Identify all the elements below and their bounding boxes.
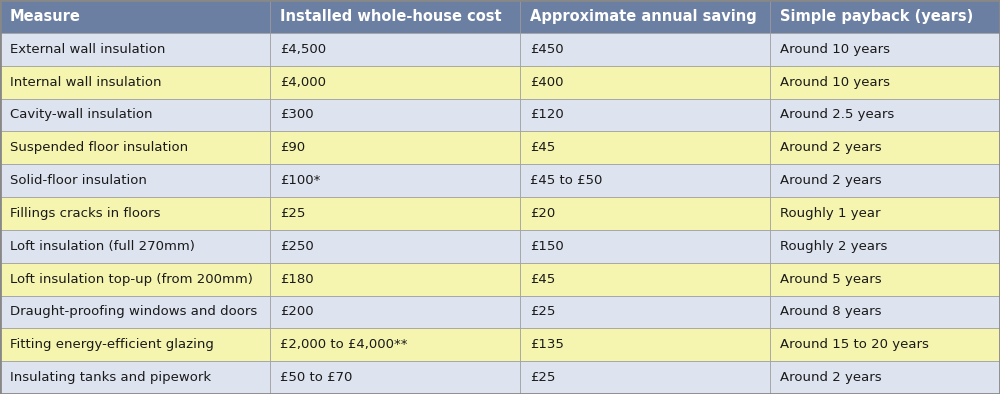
Text: Around 2 years: Around 2 years — [780, 174, 882, 187]
Text: Approximate annual saving: Approximate annual saving — [530, 9, 757, 24]
Bar — [770, 197, 1000, 230]
Text: Suspended floor insulation: Suspended floor insulation — [10, 141, 188, 154]
Bar — [0, 131, 270, 164]
Text: £25: £25 — [530, 305, 555, 318]
Bar — [0, 197, 270, 230]
Text: £25: £25 — [530, 371, 555, 384]
Bar — [0, 66, 270, 98]
Bar — [0, 33, 270, 66]
Text: £200: £200 — [280, 305, 314, 318]
Bar — [0, 361, 270, 394]
Bar — [770, 230, 1000, 263]
Bar — [520, 361, 770, 394]
Bar — [270, 296, 520, 328]
Text: £180: £180 — [280, 273, 314, 286]
Text: Internal wall insulation: Internal wall insulation — [10, 76, 162, 89]
Text: £4,500: £4,500 — [280, 43, 326, 56]
Bar — [520, 328, 770, 361]
Bar — [270, 131, 520, 164]
Text: External wall insulation: External wall insulation — [10, 43, 165, 56]
Bar — [770, 164, 1000, 197]
Text: Around 2.5 years: Around 2.5 years — [780, 108, 894, 121]
Bar — [770, 131, 1000, 164]
Bar — [270, 66, 520, 98]
Text: £250: £250 — [280, 240, 314, 253]
Text: £450: £450 — [530, 43, 564, 56]
Text: £25: £25 — [280, 207, 305, 220]
Bar — [0, 230, 270, 263]
Bar — [770, 263, 1000, 296]
Bar — [770, 296, 1000, 328]
Bar — [520, 164, 770, 197]
Text: Loft insulation (full 270mm): Loft insulation (full 270mm) — [10, 240, 195, 253]
Bar — [0, 98, 270, 131]
Bar — [520, 131, 770, 164]
Text: Roughly 2 years: Roughly 2 years — [780, 240, 887, 253]
Bar — [520, 296, 770, 328]
Bar — [770, 361, 1000, 394]
Bar — [270, 98, 520, 131]
Text: £400: £400 — [530, 76, 564, 89]
Bar — [520, 197, 770, 230]
Text: £45: £45 — [530, 273, 555, 286]
Bar — [0, 328, 270, 361]
Bar — [520, 98, 770, 131]
Text: Around 8 years: Around 8 years — [780, 305, 882, 318]
Bar — [0, 296, 270, 328]
Bar — [270, 263, 520, 296]
Bar — [520, 230, 770, 263]
Text: £20: £20 — [530, 207, 555, 220]
Text: Loft insulation top-up (from 200mm): Loft insulation top-up (from 200mm) — [10, 273, 253, 286]
Bar — [270, 197, 520, 230]
Bar — [770, 328, 1000, 361]
Bar — [270, 164, 520, 197]
Text: Installed whole-house cost: Installed whole-house cost — [280, 9, 502, 24]
Bar — [520, 0, 770, 33]
Text: £135: £135 — [530, 338, 564, 351]
Text: £45: £45 — [530, 141, 555, 154]
Bar — [0, 263, 270, 296]
Text: Solid-floor insulation: Solid-floor insulation — [10, 174, 147, 187]
Bar — [270, 361, 520, 394]
Text: Around 10 years: Around 10 years — [780, 43, 890, 56]
Text: Around 10 years: Around 10 years — [780, 76, 890, 89]
Text: Draught-proofing windows and doors: Draught-proofing windows and doors — [10, 305, 257, 318]
Text: Roughly 1 year: Roughly 1 year — [780, 207, 881, 220]
Text: Fitting energy-efficient glazing: Fitting energy-efficient glazing — [10, 338, 214, 351]
Bar — [520, 66, 770, 98]
Text: £100*: £100* — [280, 174, 320, 187]
Text: Fillings cracks in floors: Fillings cracks in floors — [10, 207, 160, 220]
Text: £50 to £70: £50 to £70 — [280, 371, 352, 384]
Text: £45 to £50: £45 to £50 — [530, 174, 602, 187]
Text: Simple payback (years): Simple payback (years) — [780, 9, 973, 24]
Bar — [520, 263, 770, 296]
Bar — [770, 33, 1000, 66]
Bar — [0, 164, 270, 197]
Text: Around 15 to 20 years: Around 15 to 20 years — [780, 338, 929, 351]
Bar — [770, 98, 1000, 131]
Bar — [0, 0, 270, 33]
Text: £2,000 to £4,000**: £2,000 to £4,000** — [280, 338, 408, 351]
Text: Cavity-wall insulation: Cavity-wall insulation — [10, 108, 152, 121]
Bar — [270, 230, 520, 263]
Text: £90: £90 — [280, 141, 305, 154]
Bar — [770, 0, 1000, 33]
Text: Around 2 years: Around 2 years — [780, 371, 882, 384]
Bar — [270, 328, 520, 361]
Text: £150: £150 — [530, 240, 564, 253]
Text: £300: £300 — [280, 108, 314, 121]
Text: Measure: Measure — [10, 9, 81, 24]
Bar — [270, 33, 520, 66]
Text: £120: £120 — [530, 108, 564, 121]
Bar — [270, 0, 520, 33]
Text: Around 2 years: Around 2 years — [780, 141, 882, 154]
Bar — [770, 66, 1000, 98]
Text: Around 5 years: Around 5 years — [780, 273, 882, 286]
Text: Insulating tanks and pipework: Insulating tanks and pipework — [10, 371, 211, 384]
Text: £4,000: £4,000 — [280, 76, 326, 89]
Bar — [520, 33, 770, 66]
